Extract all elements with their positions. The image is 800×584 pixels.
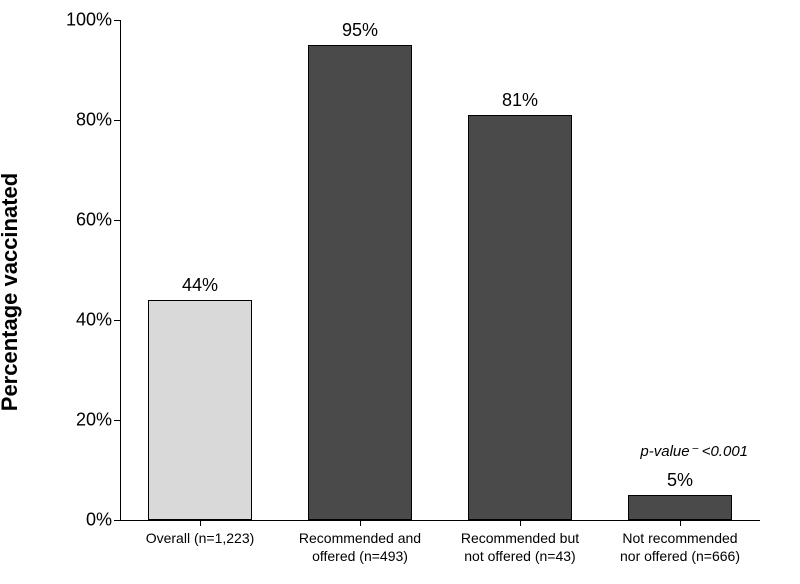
- bar-value-label: 81%: [502, 90, 538, 111]
- bar: 5%: [628, 495, 732, 520]
- x-axis-line: [120, 520, 760, 521]
- vaccination-bar-chart: Percentage vaccinated 44% 95% 81% 5% p-valu…: [0, 0, 800, 584]
- x-tick-label: Not recommendednor offered (n=666): [620, 530, 740, 565]
- x-tick-mark: [360, 520, 361, 526]
- x-tick-label: Recommended butnot offered (n=43): [461, 530, 579, 565]
- y-tick-label: 20%: [76, 410, 112, 431]
- y-tick-label: 0%: [86, 510, 112, 531]
- y-tick-mark: [114, 420, 120, 421]
- x-tick-mark: [680, 520, 681, 526]
- bar-value-label: 5%: [667, 470, 693, 491]
- x-tick-mark: [520, 520, 521, 526]
- y-axis-label: Percentage vaccinated: [0, 173, 23, 411]
- bar: 44%: [148, 300, 252, 520]
- y-tick-mark: [114, 220, 120, 221]
- y-tick-label: 40%: [76, 310, 112, 331]
- y-tick-mark: [114, 120, 120, 121]
- x-tick-label: Recommended andoffered (n=493): [299, 530, 421, 565]
- y-tick-label: 100%: [66, 10, 112, 31]
- bar-value-label: 95%: [342, 20, 378, 41]
- bar: 95%: [308, 45, 412, 520]
- y-tick-label: 80%: [76, 110, 112, 131]
- y-tick-mark: [114, 20, 120, 21]
- x-tick-mark: [200, 520, 201, 526]
- p-value-annotation: p-value⁻ <0.001: [640, 442, 748, 460]
- x-tick-label: Overall (n=1,223): [146, 530, 255, 548]
- y-tick-label: 60%: [76, 210, 112, 231]
- bar: 81%: [468, 115, 572, 520]
- bar-value-label: 44%: [182, 275, 218, 296]
- y-tick-mark: [114, 520, 120, 521]
- y-tick-mark: [114, 320, 120, 321]
- plot-area: 44%95%81%5% p-value⁻ <0.001 0%20%40%60%8…: [120, 20, 760, 520]
